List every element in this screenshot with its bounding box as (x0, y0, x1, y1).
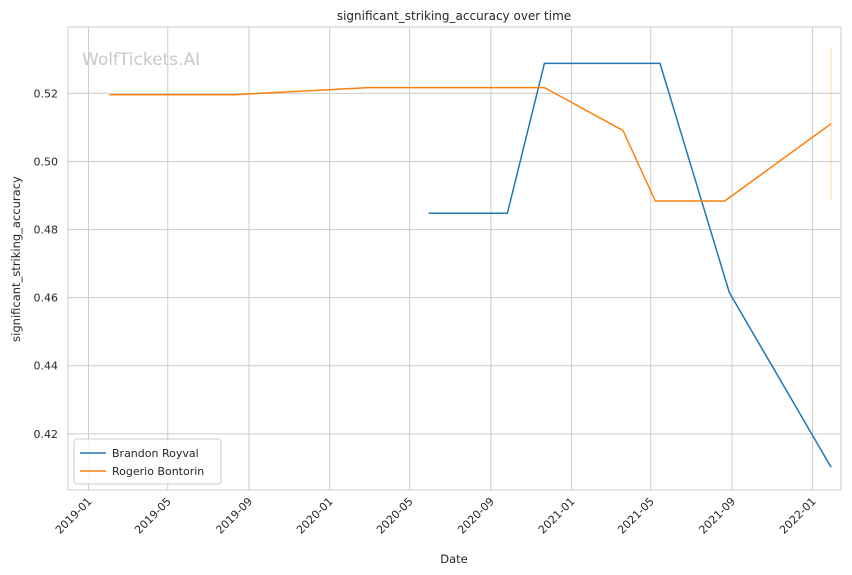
legend-label-brandon-royval: Brandon Royval (112, 447, 199, 460)
x-axis-title: Date (440, 552, 468, 566)
x-tick-label: 2019-05 (132, 495, 174, 537)
x-tick-label: 2020-09 (455, 495, 497, 537)
legend-box (73, 438, 222, 485)
x-tick-label: 2022-01 (777, 495, 819, 537)
series-line-brandon-royval (428, 62, 832, 468)
y-tick-label: 0.50 (34, 155, 59, 168)
y-tick-label: 0.42 (34, 428, 59, 441)
x-tick-label: 2021-09 (696, 495, 738, 537)
x-tick-label: 2021-01 (536, 495, 578, 537)
y-axis-ticks: 0.42 0.44 0.46 0.48 0.50 0.52 (34, 87, 59, 440)
y-tick-label: 0.46 (34, 292, 59, 305)
x-tick-label: 2021-05 (615, 495, 657, 537)
grid (68, 27, 841, 490)
legend: Brandon Royval Rogerio Bontorin (73, 438, 222, 485)
legend-label-rogerio-bontorin: Rogerio Bontorin (112, 465, 204, 478)
y-axis-title: significant_striking_accuracy (9, 176, 23, 342)
y-tick-label: 0.48 (34, 224, 59, 237)
y-tick-label: 0.52 (34, 87, 59, 100)
x-axis-ticks: 2019-01 2019-05 2019-09 2020-01 2020-05 2020-… (53, 495, 819, 537)
x-tick-label: 2019-09 (213, 495, 255, 537)
x-tick-label: 2019-01 (53, 495, 95, 537)
x-tick-label: 2020-01 (294, 495, 336, 537)
chart-title: significant_striking_accuracy over time (337, 9, 571, 23)
plot-frame (67, 26, 842, 491)
series-layer (109, 62, 832, 468)
watermark: WolfTickets.AI (82, 50, 200, 70)
x-tick-label: 2020-05 (374, 495, 416, 537)
y-tick-label: 0.44 (34, 360, 59, 373)
series-line-rogerio-bontorin (109, 86, 832, 202)
